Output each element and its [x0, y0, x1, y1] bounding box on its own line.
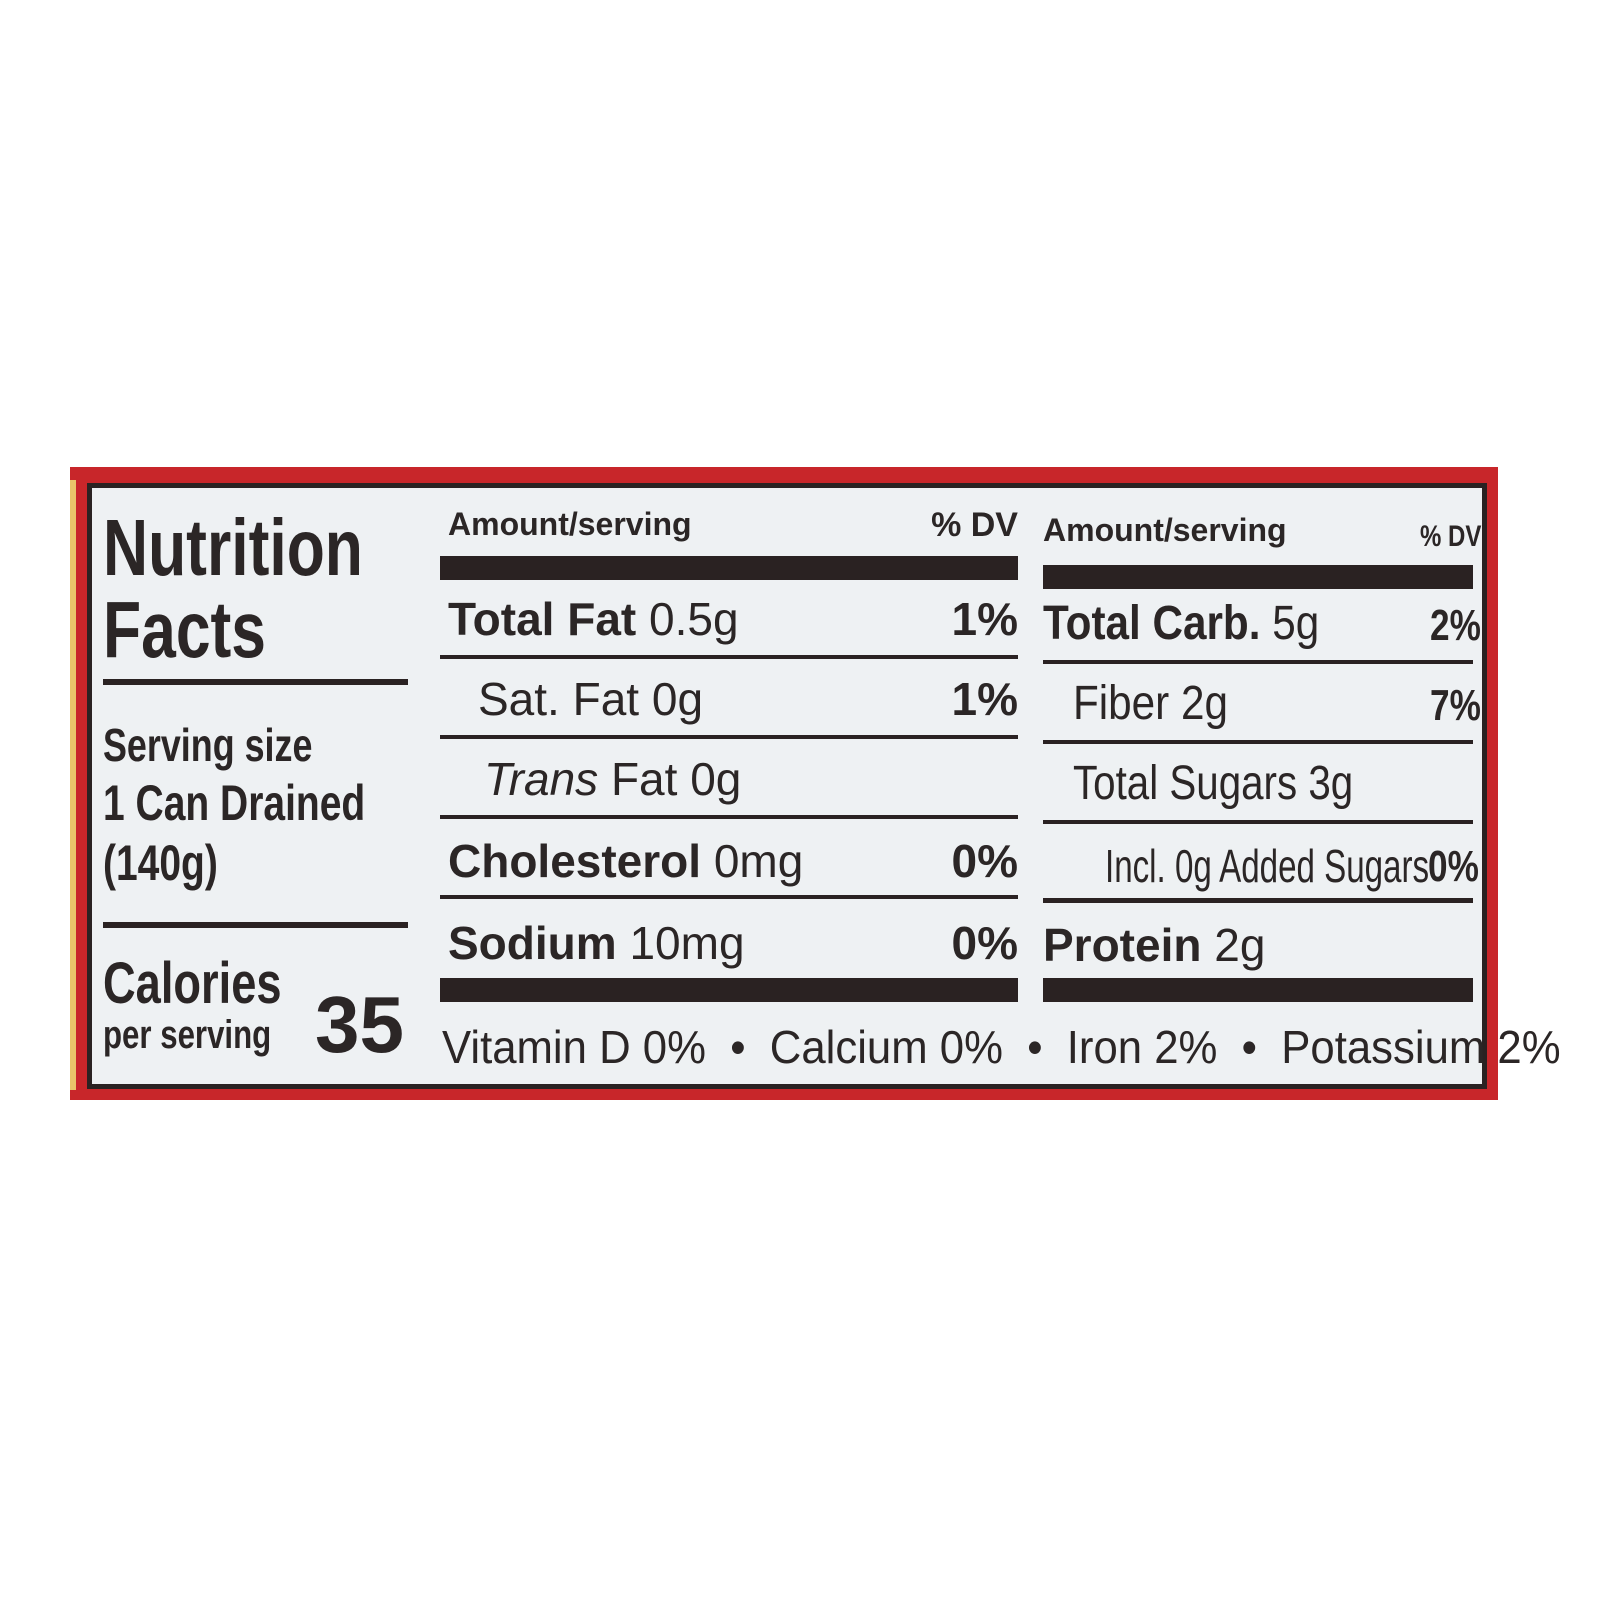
divider — [103, 679, 408, 685]
nutrient-name: Total Carb. — [1043, 597, 1261, 650]
serving-size-value: 1 Can Drained — [103, 775, 366, 831]
divider — [440, 655, 1018, 659]
nutrient-dv: 0% — [1428, 842, 1479, 891]
serving-size-label: Serving size — [103, 719, 313, 771]
divider — [103, 922, 408, 928]
nutrient-amount: 2g — [1214, 919, 1266, 971]
nutrient-dv: 0% — [951, 917, 1018, 969]
nutrient-amount: 2g — [1180, 677, 1228, 730]
title-facts: Facts — [103, 585, 267, 674]
thick-divider — [440, 978, 1018, 1002]
calories-per-serving: per serving — [103, 1013, 272, 1057]
nutrient-name: Sodium — [448, 917, 617, 969]
nutrient-name: Total Sugars — [1073, 757, 1298, 810]
divider — [1043, 660, 1473, 664]
nutrient-dv: 0% — [951, 835, 1018, 887]
dv-header: % DV — [931, 506, 1018, 544]
nutrient-name: Cholesterol — [448, 835, 702, 887]
nutrient-name: Total Fat — [448, 593, 637, 645]
amount-serving-header: Amount/serving — [448, 506, 692, 542]
nutrient-amount: 0g — [651, 673, 704, 725]
divider — [440, 815, 1018, 819]
nutrient-dv: 2% — [1430, 601, 1481, 650]
vitamins-minerals-line: Vitamin D 0% • Calcium 0% • Iron 2% • Po… — [442, 1021, 1561, 1073]
nutrient-amount: 0mg — [713, 835, 804, 887]
nutrient-dv: 7% — [1430, 681, 1481, 730]
nutrient-name: Protein — [1043, 919, 1202, 971]
nutrient-amount: 10mg — [629, 917, 745, 969]
nutrient-dv: 1% — [951, 593, 1018, 645]
divider — [440, 735, 1018, 739]
dv-header: % DV — [1420, 520, 1482, 553]
nutrient-name: Sat. Fat — [478, 673, 640, 725]
thick-divider — [1043, 978, 1473, 1002]
nutrient-name: Incl. 0g Added Sugars — [1105, 840, 1430, 892]
divider — [440, 895, 1018, 899]
nutrient-amount: 3g — [1308, 757, 1354, 810]
calories-label: Calories — [103, 951, 282, 1016]
nutrient-dv: 1% — [951, 673, 1018, 725]
nutrient-amount: Fat 0g — [610, 753, 742, 805]
amount-serving-header: Amount/serving — [1043, 512, 1287, 548]
calories-value: 35 — [315, 980, 404, 1069]
thick-divider — [440, 556, 1018, 580]
title-nutrition: Nutrition — [103, 503, 363, 592]
nutrient-amount: 0.5g — [649, 593, 739, 645]
thick-divider — [1043, 565, 1473, 589]
divider — [1043, 820, 1473, 824]
divider — [1043, 898, 1473, 903]
serving-size-grams: (140g) — [103, 835, 218, 891]
nutrient-amount: 5g — [1272, 597, 1320, 650]
nutrient-name: Trans — [484, 753, 599, 805]
nutrient-name: Fiber — [1073, 677, 1170, 730]
label-yellow-edge — [70, 480, 76, 1090]
divider — [1043, 740, 1473, 744]
